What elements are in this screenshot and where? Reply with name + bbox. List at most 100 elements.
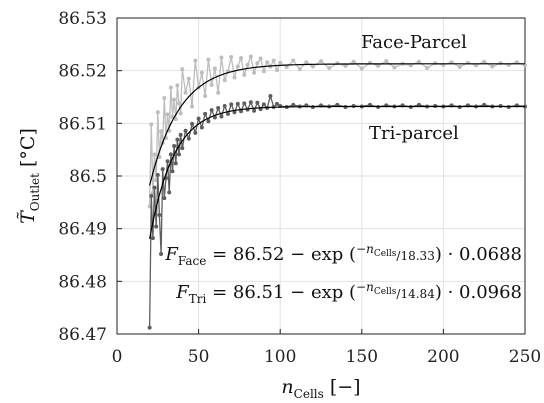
x-axis-label-text: nCells [−] bbox=[281, 376, 360, 401]
data-point-face-parcel bbox=[343, 63, 348, 68]
data-point-tri-parcel bbox=[152, 185, 157, 190]
data-point-tri-parcel bbox=[178, 132, 183, 137]
data-point-face-parcel bbox=[255, 61, 260, 66]
data-point-face-parcel bbox=[359, 66, 364, 71]
data-point-face-parcel bbox=[482, 59, 487, 64]
data-point-tri-parcel bbox=[199, 125, 204, 130]
data-point-tri-parcel bbox=[167, 190, 172, 195]
fit-curve-face-parcel bbox=[149, 63, 525, 186]
data-point-face-parcel bbox=[206, 57, 211, 62]
x-tick-label: 150 bbox=[346, 347, 378, 367]
data-point-face-parcel bbox=[258, 56, 263, 61]
data-point-tri-parcel bbox=[155, 172, 160, 177]
data-point-face-parcel bbox=[159, 129, 164, 134]
data-point-tri-parcel bbox=[159, 251, 164, 256]
data-point-face-parcel bbox=[172, 97, 177, 102]
fit-layer bbox=[149, 63, 525, 240]
data-point-face-parcel bbox=[271, 58, 276, 63]
data-point-face-parcel bbox=[219, 55, 224, 60]
data-point-face-parcel bbox=[490, 64, 495, 69]
data-point-face-parcel bbox=[193, 58, 198, 63]
y-tick-label: 86.47 bbox=[58, 325, 107, 345]
data-point-tri-parcel bbox=[147, 325, 152, 330]
data-point-face-parcel bbox=[178, 111, 183, 116]
data-point-face-parcel bbox=[152, 152, 157, 157]
data-point-face-parcel bbox=[203, 93, 208, 98]
data-point-face-parcel bbox=[216, 90, 221, 95]
data-point-tri-parcel bbox=[232, 110, 237, 115]
fit-curve-tri-parcel bbox=[149, 105, 525, 240]
ticks: 0 50 100 150 200 250 86.47 86.48 86.49 86.5 86.51 8… bbox=[58, 9, 541, 367]
data-point-face-parcel bbox=[248, 54, 253, 59]
data-point-tri-parcel bbox=[183, 128, 188, 133]
data-point-face-parcel bbox=[239, 56, 244, 61]
data-point-tri-parcel bbox=[149, 194, 154, 199]
annotation-tri-parcel: Tri-parcel bbox=[369, 123, 459, 144]
data-point-tri-parcel bbox=[206, 119, 211, 124]
data-point-tri-parcel bbox=[170, 169, 175, 174]
data-point-tri-parcel bbox=[229, 102, 234, 107]
data-point-tri-parcel bbox=[242, 101, 247, 106]
data-point-face-parcel bbox=[261, 69, 266, 74]
data-point-tri-parcel bbox=[268, 93, 273, 98]
data-point-face-parcel bbox=[416, 59, 421, 64]
data-point-face-parcel bbox=[335, 61, 340, 66]
data-point-face-parcel bbox=[186, 76, 191, 81]
data-point-face-parcel bbox=[222, 78, 227, 83]
y-tick-label: 86.52 bbox=[58, 62, 107, 82]
data-point-tri-parcel bbox=[222, 103, 227, 108]
x-tick-label: 200 bbox=[427, 347, 459, 367]
data-point-face-parcel bbox=[183, 90, 188, 95]
data-point-face-parcel bbox=[235, 64, 240, 69]
data-point-tri-parcel bbox=[168, 152, 173, 157]
data-point-face-parcel bbox=[278, 60, 283, 65]
data-point-face-parcel bbox=[327, 66, 332, 71]
series-line-face-parcel bbox=[148, 54, 526, 207]
data-point-tri-parcel bbox=[212, 115, 217, 120]
data-point-tri-parcel bbox=[274, 101, 279, 106]
data-point-face-parcel bbox=[165, 112, 170, 117]
data-point-face-parcel bbox=[274, 68, 279, 73]
data-point-face-parcel bbox=[384, 59, 389, 64]
data-point-tri-parcel bbox=[255, 100, 260, 105]
y-axis-label-text: T̃Outlet [°C] bbox=[17, 128, 42, 224]
data-point-tri-parcel bbox=[160, 167, 165, 172]
data-point-tri-parcel bbox=[172, 143, 177, 148]
data-point-tri-parcel bbox=[165, 159, 170, 164]
data-point-face-parcel bbox=[310, 64, 315, 69]
data-point-tri-parcel bbox=[203, 111, 208, 116]
x-tick-label: 100 bbox=[264, 347, 296, 367]
annotation-face-parcel: Face-Parcel bbox=[361, 32, 467, 53]
data-point-face-parcel bbox=[265, 60, 270, 65]
data-point-tri-parcel bbox=[162, 196, 167, 201]
data-point-tri-parcel bbox=[219, 114, 224, 119]
data-point-tri-parcel bbox=[180, 146, 185, 151]
data-point-face-parcel bbox=[291, 58, 296, 63]
data-point-face-parcel bbox=[212, 66, 217, 71]
data-point-face-parcel bbox=[297, 67, 302, 72]
data-point-tri-parcel bbox=[225, 111, 230, 116]
x-tick-label: 250 bbox=[509, 347, 541, 367]
data-point-tri-parcel bbox=[252, 108, 257, 113]
data-point-face-parcel bbox=[351, 59, 356, 64]
data-point-face-parcel bbox=[180, 67, 185, 72]
data-point-face-parcel bbox=[304, 60, 309, 65]
x-axis-label: nCells [−] bbox=[281, 376, 360, 401]
y-axis-label: T̃Outlet [°C] bbox=[17, 128, 42, 224]
data-point-face-parcel bbox=[190, 104, 195, 109]
y-tick-label: 86.51 bbox=[58, 114, 107, 134]
y-tick-label: 86.5 bbox=[69, 167, 107, 187]
data-point-face-parcel bbox=[232, 75, 237, 80]
series-face-parcel bbox=[147, 54, 527, 209]
data-point-tri-parcel bbox=[216, 106, 221, 111]
data-point-tri-parcel bbox=[261, 102, 266, 107]
data-point-face-parcel bbox=[177, 101, 182, 106]
data-point-tri-parcel bbox=[291, 102, 296, 107]
data-point-face-parcel bbox=[319, 59, 323, 64]
data-point-face-parcel bbox=[252, 70, 257, 75]
data-point-face-parcel bbox=[168, 85, 173, 90]
x-tick-label: 50 bbox=[188, 347, 210, 367]
data-point-face-parcel bbox=[149, 122, 154, 127]
data-point-tri-parcel bbox=[235, 101, 240, 106]
